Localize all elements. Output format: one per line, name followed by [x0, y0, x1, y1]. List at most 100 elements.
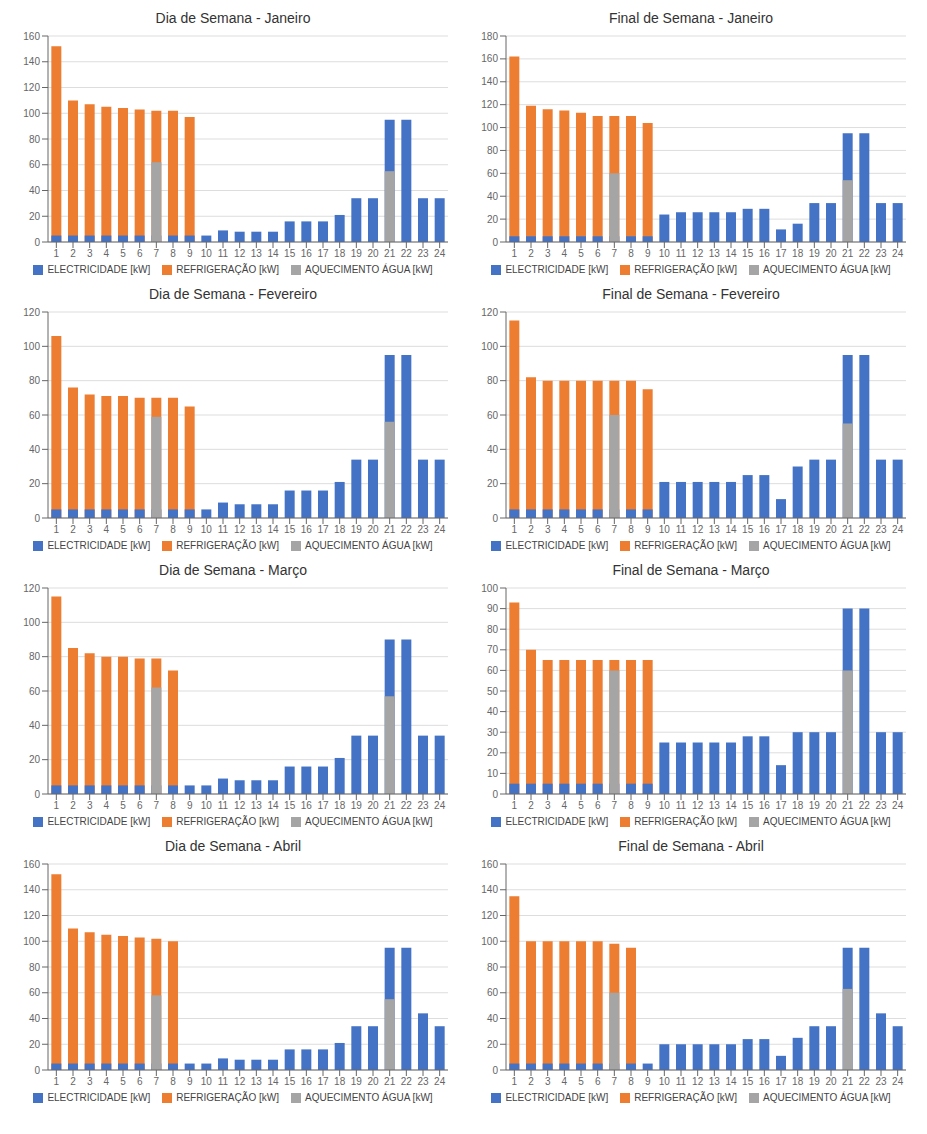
svg-text:20: 20: [367, 524, 379, 535]
svg-text:80: 80: [29, 134, 41, 145]
svg-text:100: 100: [23, 341, 40, 352]
svg-text:15: 15: [742, 1076, 754, 1087]
svg-text:160: 160: [23, 31, 40, 42]
svg-text:120: 120: [23, 307, 40, 318]
svg-text:1: 1: [54, 800, 60, 811]
svg-text:18: 18: [334, 248, 346, 259]
svg-text:10: 10: [659, 524, 671, 535]
svg-text:3: 3: [545, 800, 551, 811]
svg-text:19: 19: [351, 524, 363, 535]
svg-text:9: 9: [645, 800, 651, 811]
svg-text:40: 40: [487, 706, 499, 717]
svg-text:4: 4: [104, 248, 110, 259]
svg-text:20: 20: [825, 248, 837, 259]
svg-text:18: 18: [334, 800, 346, 811]
svg-text:13: 13: [709, 524, 721, 535]
svg-text:8: 8: [170, 1076, 176, 1087]
svg-text:30: 30: [487, 727, 499, 738]
svg-text:7: 7: [612, 1076, 618, 1087]
svg-text:20: 20: [29, 211, 41, 222]
svg-text:120: 120: [481, 307, 498, 318]
svg-text:17: 17: [775, 248, 787, 259]
svg-text:20: 20: [487, 478, 499, 489]
svg-text:40: 40: [487, 191, 499, 202]
svg-text:4: 4: [104, 800, 110, 811]
svg-text:8: 8: [170, 524, 176, 535]
svg-text:0: 0: [34, 1065, 40, 1076]
svg-text:6: 6: [137, 248, 143, 259]
svg-text:4: 4: [562, 1076, 568, 1087]
svg-text:22: 22: [859, 800, 871, 811]
svg-text:17: 17: [775, 524, 787, 535]
svg-text:21: 21: [384, 1076, 396, 1087]
svg-text:14: 14: [725, 248, 737, 259]
svg-text:14: 14: [725, 524, 737, 535]
svg-text:11: 11: [218, 800, 229, 811]
svg-text:6: 6: [595, 1076, 601, 1087]
svg-text:12: 12: [692, 1076, 704, 1087]
svg-text:24: 24: [892, 1076, 904, 1087]
svg-text:10: 10: [659, 248, 671, 259]
svg-text:11: 11: [218, 1076, 229, 1087]
svg-text:80: 80: [29, 375, 41, 386]
svg-text:5: 5: [578, 524, 584, 535]
svg-text:16: 16: [759, 1076, 771, 1087]
svg-text:120: 120: [481, 99, 498, 110]
svg-text:8: 8: [170, 248, 176, 259]
svg-text:0: 0: [34, 237, 40, 248]
svg-text:18: 18: [792, 1076, 804, 1087]
svg-text:80: 80: [487, 962, 499, 973]
svg-text:11: 11: [218, 248, 229, 259]
svg-text:80: 80: [487, 145, 499, 156]
svg-text:2: 2: [70, 524, 76, 535]
svg-text:1: 1: [54, 524, 60, 535]
svg-text:10: 10: [201, 524, 213, 535]
svg-text:22: 22: [401, 524, 413, 535]
svg-text:15: 15: [284, 248, 296, 259]
svg-text:13: 13: [709, 1076, 721, 1087]
svg-text:16: 16: [759, 524, 771, 535]
svg-text:100: 100: [23, 108, 40, 119]
svg-text:8: 8: [628, 524, 634, 535]
svg-text:140: 140: [481, 884, 498, 895]
svg-text:15: 15: [742, 248, 754, 259]
svg-text:60: 60: [487, 168, 499, 179]
svg-text:19: 19: [809, 524, 821, 535]
svg-text:3: 3: [545, 1076, 551, 1087]
svg-text:3: 3: [87, 800, 93, 811]
svg-text:40: 40: [487, 1013, 499, 1024]
svg-text:22: 22: [859, 248, 871, 259]
svg-text:23: 23: [875, 1076, 887, 1087]
svg-text:140: 140: [23, 884, 40, 895]
svg-text:17: 17: [317, 248, 329, 259]
svg-text:80: 80: [487, 375, 499, 386]
svg-text:20: 20: [367, 800, 379, 811]
svg-text:21: 21: [384, 524, 396, 535]
svg-text:9: 9: [645, 248, 651, 259]
svg-text:24: 24: [434, 1076, 446, 1087]
svg-text:21: 21: [842, 248, 854, 259]
svg-text:8: 8: [170, 800, 176, 811]
svg-text:24: 24: [892, 524, 904, 535]
svg-text:14: 14: [725, 800, 737, 811]
svg-text:6: 6: [595, 524, 601, 535]
svg-text:14: 14: [267, 800, 279, 811]
svg-text:19: 19: [809, 1076, 821, 1087]
svg-text:23: 23: [875, 248, 887, 259]
svg-text:22: 22: [859, 524, 871, 535]
svg-text:100: 100: [481, 583, 498, 594]
svg-text:14: 14: [267, 524, 279, 535]
svg-text:2: 2: [528, 248, 534, 259]
svg-text:14: 14: [267, 1076, 279, 1087]
svg-text:60: 60: [29, 686, 41, 697]
svg-text:16: 16: [301, 800, 313, 811]
svg-text:20: 20: [825, 800, 837, 811]
svg-text:24: 24: [892, 800, 904, 811]
svg-text:10: 10: [487, 768, 499, 779]
svg-text:60: 60: [29, 410, 41, 421]
svg-text:18: 18: [792, 248, 804, 259]
svg-text:100: 100: [481, 936, 498, 947]
svg-text:120: 120: [23, 82, 40, 93]
svg-text:8: 8: [628, 800, 634, 811]
svg-text:13: 13: [251, 248, 263, 259]
